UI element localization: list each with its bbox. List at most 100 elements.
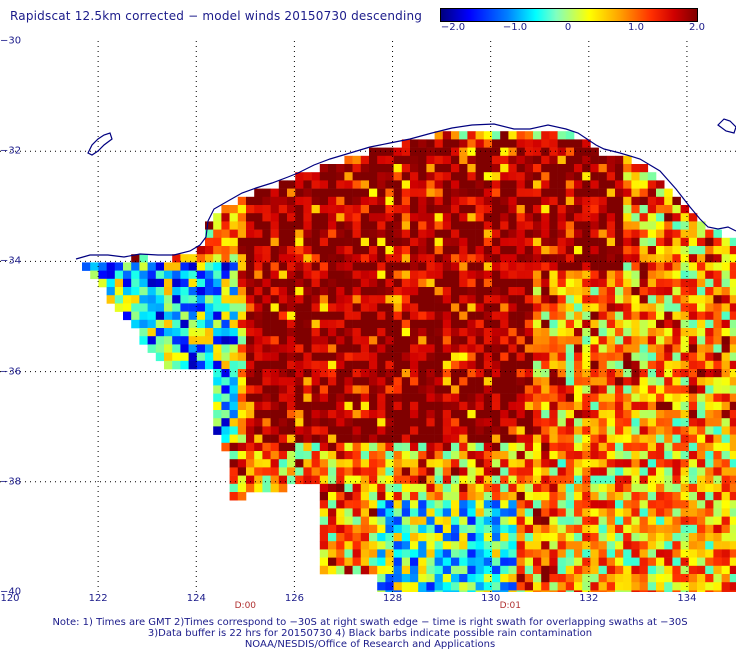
wind-cell: [319, 385, 329, 394]
wind-cell: [557, 492, 567, 501]
wind-cell: [483, 524, 493, 534]
wind-cell: [500, 508, 509, 517]
wind-cell: [500, 377, 509, 386]
wind-cell: [483, 278, 493, 288]
wind-cell: [352, 262, 362, 271]
wind-cell: [237, 442, 247, 452]
wind-cell: [574, 139, 583, 148]
wind-cell: [426, 164, 435, 173]
wind-cell: [697, 352, 706, 362]
wind-cell: [311, 344, 321, 353]
wind-cell: [114, 278, 124, 288]
wind-cell: [426, 459, 435, 468]
wind-cell: [393, 385, 403, 394]
wind-cell: [574, 213, 583, 222]
wind-cell: [631, 401, 640, 411]
wind-cell: [582, 180, 591, 189]
wind-cell: [377, 352, 386, 362]
wind-cell: [262, 459, 271, 468]
wind-cell: [590, 459, 599, 468]
wind-cell: [492, 524, 501, 534]
wind-cell: [401, 270, 411, 280]
wind-cell: [393, 311, 403, 321]
wind-cell: [557, 344, 567, 353]
wind-cell: [467, 254, 476, 263]
wind-cell: [401, 295, 411, 304]
wind-cell: [541, 139, 550, 148]
wind-cell: [574, 557, 583, 567]
wind-cell: [229, 492, 239, 501]
wind-cell: [467, 196, 476, 206]
wind-cell: [336, 237, 345, 247]
wind-cell: [713, 254, 722, 263]
wind-cell: [492, 278, 501, 288]
wind-cell: [574, 442, 583, 452]
wind-cell: [549, 533, 558, 542]
wind-cell: [459, 147, 468, 157]
wind-cell: [393, 475, 403, 485]
wind-cell: [590, 246, 599, 255]
wind-cell: [139, 336, 148, 345]
wind-cell: [401, 360, 411, 370]
wind-cell: [598, 262, 608, 271]
wind-cell: [639, 582, 649, 591]
wind-cell: [713, 541, 722, 550]
wind-cell: [656, 188, 665, 198]
wind-cell: [262, 254, 271, 263]
wind-cell: [524, 344, 534, 353]
wind-cell: [664, 270, 673, 280]
wind-cell: [656, 246, 665, 255]
wind-cell: [680, 360, 690, 370]
wind-cell: [262, 360, 271, 370]
wind-cell: [664, 311, 673, 321]
wind-cell: [639, 541, 649, 550]
wind-cell: [205, 352, 214, 362]
wind-cell: [508, 524, 517, 534]
wind-cell: [426, 377, 435, 386]
wind-cell: [639, 303, 649, 312]
wind-cell: [237, 311, 247, 321]
wind-cell: [721, 590, 731, 592]
wind-cell: [311, 442, 321, 452]
wind-cell: [401, 311, 411, 321]
wind-cell: [401, 459, 411, 468]
wind-cell: [664, 541, 673, 550]
wind-cell: [196, 336, 206, 345]
wind-cell: [328, 459, 337, 468]
wind-cell: [524, 418, 534, 427]
wind-cell: [705, 328, 714, 337]
wind-cell: [615, 418, 624, 427]
wind-cell: [451, 155, 460, 165]
wind-cell: [451, 557, 460, 567]
wind-cell: [647, 492, 657, 501]
wind-cell: [385, 172, 394, 181]
wind-cell: [172, 336, 181, 345]
wind-cell: [369, 360, 378, 370]
wind-cell: [442, 254, 452, 263]
wind-cell: [590, 237, 599, 247]
wind-cell: [262, 328, 271, 337]
wind-cell: [524, 434, 534, 444]
wind-cell: [656, 516, 665, 526]
wind-cell: [360, 262, 370, 271]
wind-cell: [459, 459, 468, 468]
wind-cell: [442, 582, 452, 591]
wind-cell: [410, 221, 419, 230]
wind-cell: [615, 557, 624, 567]
wind-cell: [393, 492, 403, 501]
wind-cell: [319, 352, 329, 362]
wind-cell: [483, 254, 493, 263]
wind-cell: [705, 565, 714, 575]
wind-cell: [401, 344, 411, 353]
wind-cell: [237, 295, 247, 304]
wind-cell: [615, 401, 624, 411]
wind-cell: [369, 155, 378, 165]
wind-cell: [401, 426, 411, 435]
wind-cell: [721, 418, 731, 427]
wind-cell: [410, 229, 419, 239]
wind-cell: [442, 483, 452, 493]
wind-cell: [369, 147, 378, 157]
wind-cell: [344, 254, 353, 263]
wind-cell: [574, 426, 583, 435]
wind-cell: [303, 229, 312, 239]
